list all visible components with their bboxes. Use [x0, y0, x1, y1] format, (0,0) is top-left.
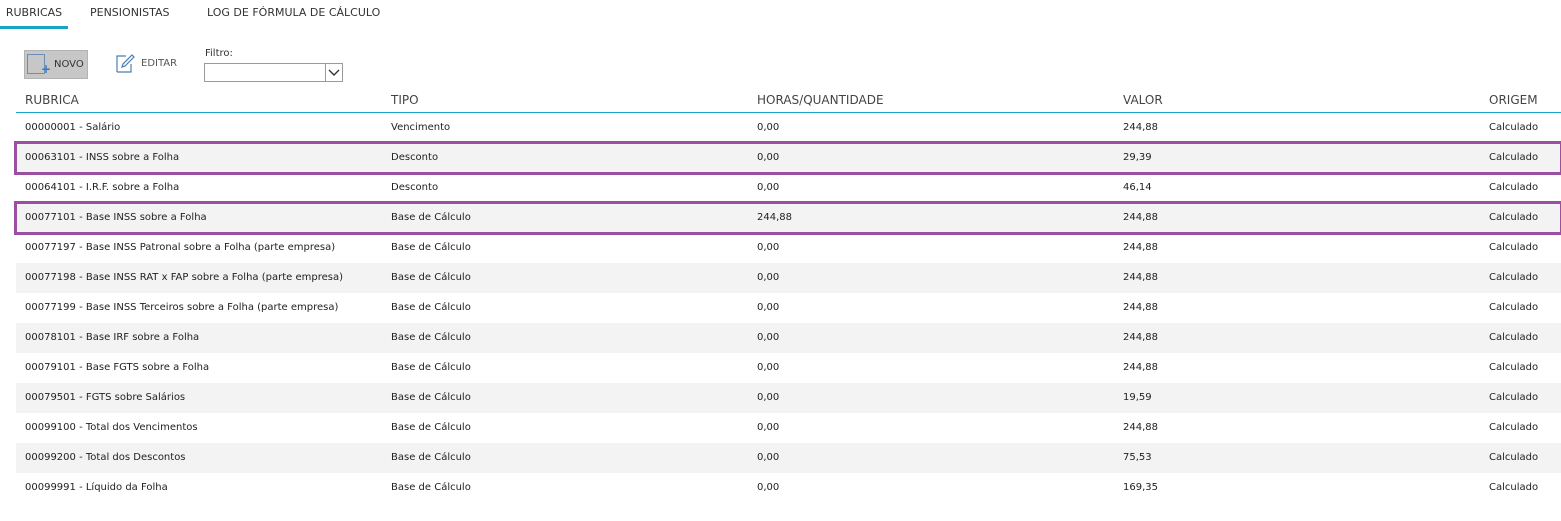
- cell-valor: 244,88: [1123, 362, 1158, 373]
- cell-origem: Calculado: [1489, 302, 1539, 313]
- header-origem[interactable]: ORIGEM: [1489, 93, 1538, 107]
- header-horas-quantidade[interactable]: HORAS/QUANTIDADE: [757, 93, 884, 107]
- cell-origem: Calculado: [1489, 272, 1539, 283]
- cell-tipo: Base de Cálculo: [391, 422, 471, 433]
- cell-origem: Calculado: [1489, 212, 1539, 223]
- cell-tipo: Base de Cálculo: [391, 482, 471, 493]
- editar-button[interactable]: EDITAR: [114, 52, 184, 78]
- cell-origem: Calculado: [1489, 452, 1539, 463]
- table-row[interactable]: 00079101 - Base FGTS sobre a Folha Base …: [16, 353, 1561, 383]
- table-row[interactable]: 00077197 - Base INSS Patronal sobre a Fo…: [16, 233, 1561, 263]
- cell-horas: 0,00: [757, 122, 780, 133]
- filtro-select[interactable]: [204, 63, 343, 82]
- table-row-highlighted[interactable]: 00063101 - INSS sobre a Folha Desconto 0…: [14, 141, 1561, 175]
- cell-horas: 0,00: [757, 182, 780, 193]
- cell-origem: Calculado: [1489, 242, 1539, 253]
- table-row-highlighted[interactable]: 00077101 - Base INSS sobre a Folha Base …: [14, 201, 1561, 235]
- cell-origem: Calculado: [1489, 482, 1539, 493]
- cell-horas: 0,00: [757, 452, 780, 463]
- cell-rubrica: 00079101 - Base FGTS sobre a Folha: [25, 362, 210, 373]
- cell-valor: 244,88: [1123, 122, 1158, 133]
- cell-horas: 0,00: [757, 422, 780, 433]
- cell-rubrica: 00077198 - Base INSS RAT x FAP sobre a F…: [25, 272, 343, 283]
- new-document-icon: [27, 54, 45, 74]
- cell-rubrica: 00064101 - I.R.F. sobre a Folha: [25, 182, 180, 193]
- table-row[interactable]: 00099200 - Total dos Descontos Base de C…: [16, 443, 1561, 473]
- cell-tipo: Base de Cálculo: [391, 332, 471, 343]
- cell-rubrica: 00099100 - Total dos Vencimentos: [25, 422, 198, 433]
- cell-horas: 0,00: [757, 332, 780, 343]
- tab-rubricas[interactable]: RUBRICAS: [0, 0, 68, 29]
- editar-label: EDITAR: [141, 58, 178, 69]
- cell-origem: Calculado: [1489, 152, 1539, 163]
- tab-pensionistas[interactable]: PENSIONISTAS: [90, 6, 170, 19]
- cell-tipo: Base de Cálculo: [391, 362, 471, 373]
- cell-rubrica: 00077197 - Base INSS Patronal sobre a Fo…: [25, 242, 336, 253]
- toolbar: + NOVO EDITAR Filtro:: [24, 48, 424, 84]
- cell-valor: 244,88: [1123, 212, 1158, 223]
- cell-origem: Calculado: [1489, 332, 1539, 343]
- cell-tipo: Desconto: [391, 182, 439, 193]
- header-rubrica[interactable]: RUBRICA: [25, 93, 79, 107]
- cell-horas: 0,00: [757, 362, 780, 373]
- cell-origem: Calculado: [1489, 182, 1539, 193]
- rubricas-table: RUBRICA TIPO HORAS/QUANTIDADE VALOR ORIG…: [14, 88, 1561, 503]
- cell-rubrica: 00077101 - Base INSS sobre a Folha: [25, 212, 207, 223]
- cell-valor: 244,88: [1123, 242, 1158, 253]
- cell-valor: 169,35: [1123, 482, 1158, 493]
- cell-origem: Calculado: [1489, 392, 1539, 403]
- cell-valor: 244,88: [1123, 332, 1158, 343]
- table-row[interactable]: 00077198 - Base INSS RAT x FAP sobre a F…: [16, 263, 1561, 293]
- cell-tipo: Vencimento: [391, 122, 451, 133]
- table-row[interactable]: 00079501 - FGTS sobre Salários Base de C…: [16, 383, 1561, 413]
- cell-tipo: Base de Cálculo: [391, 302, 471, 313]
- cell-valor: 19,59: [1123, 392, 1152, 403]
- edit-icon: [116, 54, 135, 73]
- cell-rubrica: 00099991 - Líquido da Folha: [25, 482, 168, 493]
- cell-valor: 29,39: [1123, 152, 1152, 163]
- cell-rubrica: 00063101 - INSS sobre a Folha: [25, 152, 180, 163]
- header-tipo[interactable]: TIPO: [391, 93, 419, 107]
- table-row[interactable]: 00078101 - Base IRF sobre a Folha Base d…: [16, 323, 1561, 353]
- novo-button[interactable]: + NOVO: [24, 50, 88, 79]
- cell-origem: Calculado: [1489, 362, 1539, 373]
- tab-log-formula[interactable]: LOG DE FÓRMULA DE CÁLCULO: [207, 6, 381, 19]
- cell-horas: 0,00: [757, 302, 780, 313]
- cell-rubrica: 00077199 - Base INSS Terceiros sobre a F…: [25, 302, 339, 313]
- table-row[interactable]: 00000001 - Salário Vencimento 0,00 244,8…: [16, 113, 1561, 143]
- cell-valor: 244,88: [1123, 272, 1158, 283]
- cell-horas: 0,00: [757, 392, 780, 403]
- cell-valor: 244,88: [1123, 302, 1158, 313]
- cell-valor: 46,14: [1123, 182, 1152, 193]
- table-row[interactable]: 00077199 - Base INSS Terceiros sobre a F…: [16, 293, 1561, 323]
- cell-valor: 75,53: [1123, 452, 1152, 463]
- cell-tipo: Base de Cálculo: [391, 272, 471, 283]
- cell-horas: 244,88: [757, 212, 792, 223]
- cell-origem: Calculado: [1489, 122, 1539, 133]
- novo-label: NOVO: [54, 59, 84, 70]
- plus-icon: +: [41, 62, 52, 76]
- cell-tipo: Base de Cálculo: [391, 212, 471, 223]
- cell-horas: 0,00: [757, 272, 780, 283]
- cell-rubrica: 00099200 - Total dos Descontos: [25, 452, 186, 463]
- cell-horas: 0,00: [757, 482, 780, 493]
- cell-valor: 244,88: [1123, 422, 1158, 433]
- filtro-label: Filtro:: [205, 48, 233, 59]
- cell-horas: 0,00: [757, 152, 780, 163]
- chevron-down-icon[interactable]: [325, 64, 342, 81]
- cell-origem: Calculado: [1489, 422, 1539, 433]
- cell-tipo: Desconto: [391, 152, 439, 163]
- cell-rubrica: 00079501 - FGTS sobre Salários: [25, 392, 186, 403]
- cell-tipo: Base de Cálculo: [391, 392, 471, 403]
- cell-rubrica: 00000001 - Salário: [25, 122, 121, 133]
- table-row[interactable]: 00099991 - Líquido da Folha Base de Cálc…: [16, 473, 1561, 503]
- table-header: RUBRICA TIPO HORAS/QUANTIDADE VALOR ORIG…: [16, 88, 1561, 113]
- cell-horas: 0,00: [757, 242, 780, 253]
- table-row[interactable]: 00064101 - I.R.F. sobre a Folha Desconto…: [16, 173, 1561, 203]
- table-row[interactable]: 00099100 - Total dos Vencimentos Base de…: [16, 413, 1561, 443]
- cell-tipo: Base de Cálculo: [391, 452, 471, 463]
- header-valor[interactable]: VALOR: [1123, 93, 1163, 107]
- cell-rubrica: 00078101 - Base IRF sobre a Folha: [25, 332, 200, 343]
- cell-tipo: Base de Cálculo: [391, 242, 471, 253]
